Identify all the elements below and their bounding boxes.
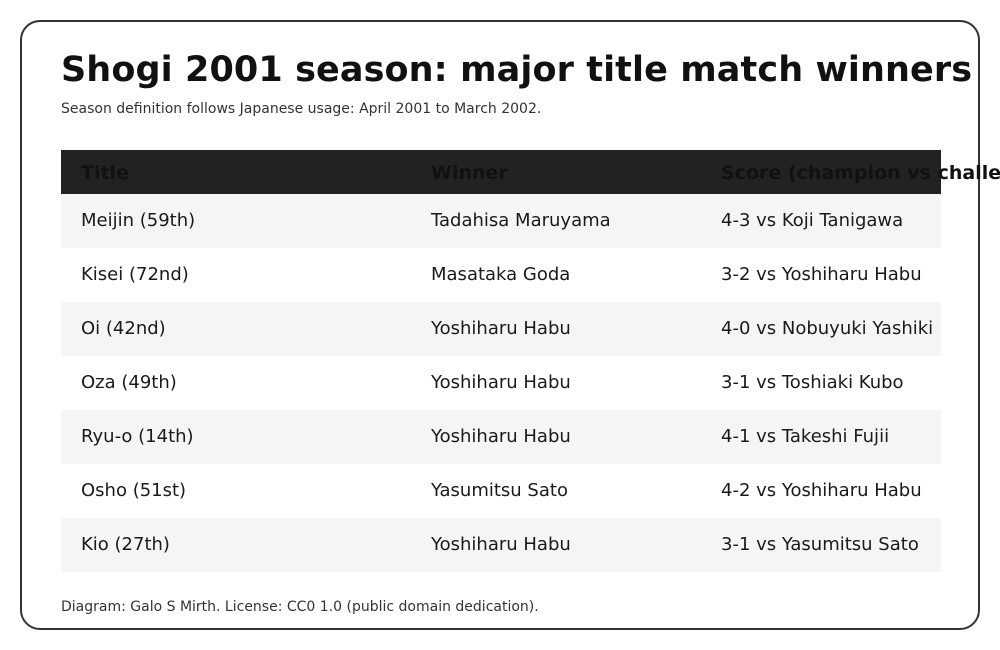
cell-score: 4-3 vs Koji Tanigawa	[721, 210, 904, 231]
column-header-score: Score (champion vs challenger)	[721, 150, 941, 194]
cell-score: 3-1 vs Toshiaki Kubo	[721, 372, 904, 393]
cell-title: Kio (27th)	[81, 534, 170, 555]
cell-score: 4-1 vs Takeshi Fujii	[721, 426, 890, 447]
cell-winner: Yoshiharu Habu	[431, 372, 571, 393]
cell-winner: Masataka Goda	[431, 264, 571, 285]
cell-title: Oza (49th)	[81, 372, 177, 393]
cell-winner: Yoshiharu Habu	[431, 426, 571, 447]
cell-title: Meijin (59th)	[81, 210, 196, 231]
cell-score: 3-2 vs Yoshiharu Habu	[721, 264, 922, 285]
column-header-overflow: Score (champion vs challenger)	[941, 150, 1000, 194]
column-header-score-overflow: Score (champion vs challenger)	[941, 162, 1000, 184]
cell-title: Osho (51st)	[81, 480, 187, 501]
table-row: Kisei (72nd) Masataka Goda 3-2 vs Yoshih…	[61, 248, 941, 302]
cell-title: Oi (42nd)	[81, 318, 166, 339]
subtitle: Season definition follows Japanese usage…	[61, 101, 542, 117]
cell-score: 3-1 vs Yasumitsu Sato	[721, 534, 919, 555]
winners-table: Title Winner Score (champion vs challeng…	[61, 150, 1000, 572]
license-note: Diagram: Galo S Mirth. License: CC0 1.0 …	[61, 599, 539, 615]
table-row: Meijin (59th) Tadahisa Maruyama 4-3 vs K…	[61, 194, 941, 248]
cell-score: 4-0 vs Nobuyuki Yashiki	[721, 318, 934, 339]
column-header-winner: Winner	[431, 162, 508, 184]
table-header: Title Winner Score (champion vs challeng…	[61, 150, 1000, 194]
table-row: Ryu-o (14th) Yoshiharu Habu 4-1 vs Takes…	[61, 410, 941, 464]
cell-title: Ryu-o (14th)	[81, 426, 194, 447]
cell-winner: Yoshiharu Habu	[431, 318, 571, 339]
cell-winner: Tadahisa Maruyama	[431, 210, 611, 231]
table-row: Oza (49th) Yoshiharu Habu 3-1 vs Toshiak…	[61, 356, 941, 410]
table-row: Osho (51st) Yasumitsu Sato 4-2 vs Yoshih…	[61, 464, 941, 518]
cell-winner: Yasumitsu Sato	[431, 480, 568, 501]
cell-score: 4-2 vs Yoshiharu Habu	[721, 480, 922, 501]
column-header-title: Title	[81, 162, 129, 184]
table-row: Kio (27th) Yoshiharu Habu 3-1 vs Yasumit…	[61, 518, 941, 572]
card-container: Shogi 2001 season: major title match win…	[20, 20, 1000, 630]
cell-title: Kisei (72nd)	[81, 264, 189, 285]
column-header-score-text: Score (champion vs challenger)	[721, 162, 941, 184]
cell-winner: Yoshiharu Habu	[431, 534, 571, 555]
page-title: Shogi 2001 season: major title match win…	[61, 50, 973, 90]
table-row: Oi (42nd) Yoshiharu Habu 4-0 vs Nobuyuki…	[61, 302, 941, 356]
